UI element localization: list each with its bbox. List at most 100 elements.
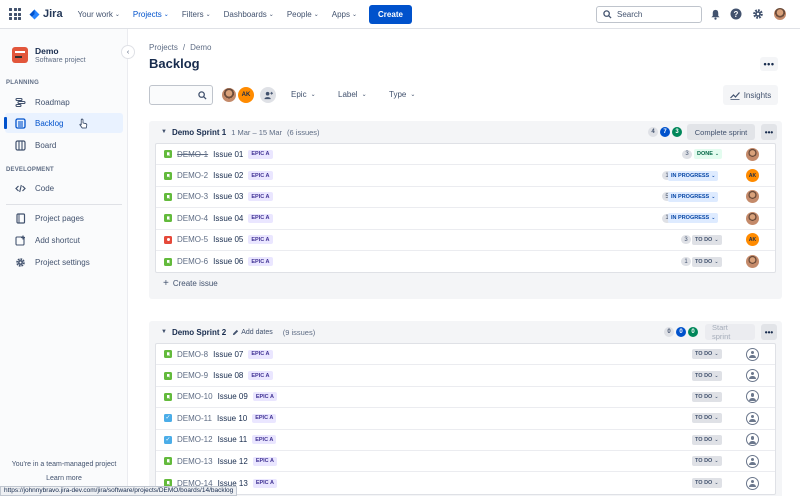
settings-icon[interactable] [751,7,765,21]
status-dropdown[interactable]: TO DO ⌄ [692,234,722,245]
status-dropdown[interactable]: TO DO ⌄ [692,478,722,489]
page-more-actions-button[interactable]: ••• [760,57,778,71]
issue-row[interactable]: DEMO-12 Issue 11 EPIC A TO DO⌄ [156,430,775,451]
nav-dashboards[interactable]: Dashboards ⌄ [224,10,274,19]
issue-row[interactable]: DEMO-13 Issue 12 EPIC A TO DO ⌄ [156,451,775,473]
issue-key[interactable]: DEMO-11 [177,413,212,423]
unassigned-avatar-icon[interactable] [746,454,759,468]
sidebar-item-backlog[interactable]: Backlog [4,113,123,133]
status-dropdown[interactable]: TO DO ⌄ [692,391,722,402]
issue-key[interactable]: DEMO-14 [177,478,213,488]
app-switcher-icon[interactable] [9,8,21,20]
help-icon[interactable]: ? [729,7,743,21]
collapse-sprint-icon[interactable]: ▼ [161,329,167,335]
profile-avatar[interactable] [773,7,787,21]
story-points-badge[interactable]: 3 [682,149,692,159]
issue-key[interactable]: DEMO-12 [177,435,213,445]
assignee-avatar[interactable]: AK [746,169,759,183]
issue-row[interactable]: DEMO-8 Issue 07 EPIC A TO DO ⌄ [156,344,775,366]
status-dropdown[interactable]: DONE ⌄ [694,149,723,160]
assignee-avatar[interactable] [746,190,759,204]
status-dropdown[interactable]: TO DO ⌄ [692,434,722,445]
issue-key[interactable]: DEMO-3 [177,192,209,202]
sprint-more-actions-button[interactable]: ••• [761,324,777,340]
nav-apps[interactable]: Apps ⌄ [332,10,357,19]
assignee-avatar[interactable]: AK [746,233,759,247]
sidebar-item-roadmap[interactable]: Roadmap [5,92,123,112]
assignee-avatar[interactable] [746,211,759,225]
jira-logo[interactable]: Jira [29,8,63,20]
add-dates-button[interactable]: Add dates [232,329,273,336]
insights-button[interactable]: Insights [723,85,778,105]
epic-filter-dropdown[interactable]: Epic ⌄ [291,90,316,99]
unassigned-avatar-icon[interactable] [746,369,759,383]
issue-row[interactable]: DEMO-10 Issue 09 EPIC A TO DO ⌄ [156,387,775,409]
start-sprint-button[interactable]: Start sprint [705,323,755,341]
issue-row[interactable]: DEMO-11 Issue 10 EPIC A TO DO⌄ [156,408,775,430]
create-issue-button[interactable]: + Create issue [149,273,782,293]
issue-key[interactable]: DEMO-4 [177,213,209,223]
issue-key[interactable]: DEMO-13 [177,456,213,466]
notifications-icon[interactable] [708,7,722,21]
story-points-badge[interactable]: 5 [662,192,672,202]
issue-row[interactable]: DEMO-9 Issue 08 EPIC A TO DO ⌄ [156,365,775,387]
learn-more-link[interactable]: Learn more [46,475,82,482]
sprint-more-actions-button[interactable]: ••• [761,124,777,140]
sidebar-item-code[interactable]: Code [5,178,123,198]
issue-row[interactable]: DEMO-2 Issue 02 EPIC A 1 IN PROGRESS ⌄ AK [156,165,775,187]
unassigned-avatar-icon[interactable] [746,433,759,447]
unassigned-avatar-icon[interactable] [746,411,759,425]
issue-key[interactable]: DEMO-8 [177,349,209,359]
sidebar-item-add-shortcut[interactable]: Add shortcut [5,230,123,250]
unassigned-avatar-icon[interactable] [746,476,759,490]
issue-key[interactable]: DEMO-2 [177,171,209,181]
create-button[interactable]: Create [369,4,412,24]
story-points-badge[interactable]: 3 [681,235,691,245]
issue-row[interactable]: DEMO-4 Issue 04 EPIC A 1 IN PROGRESS ⌄ [156,208,775,230]
status-dropdown[interactable]: TO DO ⌄ [692,456,722,467]
add-people-icon[interactable] [260,87,276,103]
filter-avatar-ak[interactable]: AK [238,87,254,103]
type-filter-dropdown[interactable]: Type ⌄ [389,90,415,99]
label-filter-dropdown[interactable]: Label ⌄ [338,90,367,99]
assignee-avatar[interactable] [746,147,759,161]
sidebar-item-project-settings[interactable]: Project settings [5,252,123,272]
nav-your-work[interactable]: Your work ⌄ [78,10,120,19]
unassigned-avatar-icon[interactable] [746,390,759,404]
status-dropdown[interactable]: TO DO ⌄ [692,349,722,360]
nav-filters[interactable]: Filters ⌄ [182,10,211,19]
filter-avatar-user[interactable] [221,87,237,103]
status-dropdown[interactable]: IN PROGRESS ⌄ [668,191,719,202]
unassigned-avatar-icon[interactable] [746,347,759,361]
collapse-sidebar-button[interactable]: ‹ [121,45,135,59]
issue-key[interactable]: DEMO-5 [177,235,209,245]
complete-sprint-button[interactable]: Complete sprint [687,124,755,140]
story-points-badge[interactable]: 1 [662,213,672,223]
collapse-sprint-icon[interactable]: ▼ [161,129,167,135]
story-points-badge[interactable]: 1 [662,171,672,181]
breadcrumb-demo[interactable]: Demo [190,43,212,52]
story-points-badge[interactable]: 1 [681,257,691,267]
issue-row[interactable]: DEMO-6 Issue 06 EPIC A 1 TO DO ⌄ [156,251,775,272]
issue-key[interactable]: DEMO-10 [177,392,213,402]
issue-row[interactable]: DEMO-14 Issue 13 EPIC A TO DO ⌄ [156,472,775,493]
nav-projects[interactable]: Projects ⌄ [133,10,169,19]
status-dropdown[interactable]: TO DO ⌄ [692,256,722,267]
sidebar-item-board[interactable]: Board [5,135,123,155]
breadcrumb-projects[interactable]: Projects [149,43,178,52]
search-input[interactable]: Search [596,6,702,23]
status-dropdown[interactable]: TO DO ⌄ [692,370,722,381]
sidebar-item-project-pages[interactable]: Project pages [5,208,123,228]
assignee-avatar[interactable] [746,255,759,269]
backlog-search-input[interactable] [149,85,213,105]
nav-people[interactable]: People ⌄ [287,10,319,19]
status-dropdown[interactable]: IN PROGRESS ⌄ [668,170,719,181]
issue-key[interactable]: DEMO-1 [177,149,209,159]
project-header[interactable]: Demo Software project [12,46,86,64]
status-dropdown[interactable]: IN PROGRESS ⌄ [668,213,719,224]
issue-row[interactable]: DEMO-1 Issue 01 EPIC A 3 DONE ⌄ [156,144,775,166]
issue-key[interactable]: DEMO-9 [177,371,209,381]
issue-key[interactable]: DEMO-6 [177,257,209,267]
status-dropdown[interactable]: TO DO ⌄ [692,413,722,424]
